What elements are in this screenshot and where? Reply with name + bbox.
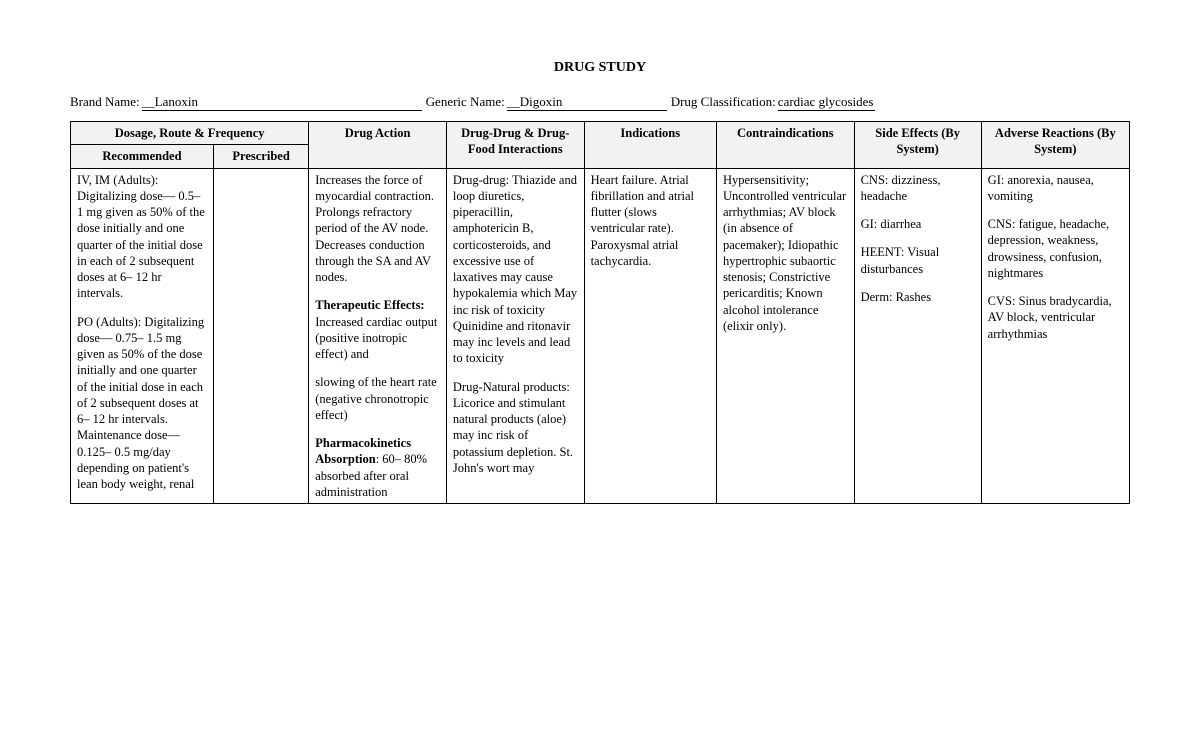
header-interactions: Drug-Drug & Drug-Food Interactions (446, 122, 584, 169)
brand-name-label: Brand Name: (70, 94, 140, 110)
cell-prescribed (213, 168, 308, 504)
header-row-1: Dosage, Route & Frequency Drug Action Dr… (71, 122, 1130, 145)
header-adverse: Adverse Reactions (By System) (981, 122, 1129, 169)
header-side: Side Effects (By System) (854, 122, 981, 169)
brand-name-value: __Lanoxin (142, 94, 422, 111)
inter-quinidine: Quinidine and ritonavir may inc levels a… (453, 318, 578, 367)
generic-name-value: __Digoxin (507, 94, 667, 111)
header-prescribed: Prescribed (213, 145, 308, 168)
inter-drug: Drug-drug: Thiazide and loop diuretics, … (453, 172, 578, 318)
adverse-gi: GI: anorexia, nausea, vomiting (988, 172, 1123, 205)
classification-group: Drug Classification: cardiac glycosides (671, 94, 876, 111)
header-action: Drug Action (309, 122, 447, 169)
drug-study-table: Dosage, Route & Frequency Drug Action Dr… (70, 121, 1130, 504)
action-main: Increases the force of myocardial contra… (315, 172, 440, 286)
info-line: Brand Name: __Lanoxin Generic Name: __Di… (70, 94, 1130, 111)
therapeutic-text: Increased cardiac output (positive inotr… (315, 315, 437, 362)
action-pk: Pharmacokinetics Absorption: 60– 80% abs… (315, 435, 440, 500)
page-title: DRUG STUDY (70, 60, 1130, 76)
header-recommended: Recommended (71, 145, 214, 168)
data-row: IV, IM (Adults): Digitalizing dose— 0.5–… (71, 168, 1130, 504)
cell-contra: Hypersensitivity; Uncontrolled ventricul… (716, 168, 854, 504)
cell-recommended: IV, IM (Adults): Digitalizing dose— 0.5–… (71, 168, 214, 504)
adverse-cvs: CVS: Sinus bradycardia, AV block, ventri… (988, 293, 1123, 342)
brand-name-group: Brand Name: __Lanoxin (70, 94, 422, 111)
header-indications: Indications (584, 122, 716, 169)
classification-value: cardiac glycosides (778, 94, 876, 111)
generic-name-group: Generic Name: __Digoxin (426, 94, 667, 111)
recommended-iv: IV, IM (Adults): Digitalizing dose— 0.5–… (77, 172, 207, 302)
classification-label: Drug Classification: (671, 94, 776, 110)
side-gi: GI: diarrhea (861, 216, 975, 232)
therapeutic-label: Therapeutic Effects: (315, 298, 424, 312)
action-slowing: slowing of the heart rate (negative chro… (315, 374, 440, 423)
cell-action: Increases the force of myocardial contra… (309, 168, 447, 504)
header-contra: Contraindications (716, 122, 854, 169)
inter-natural: Drug-Natural products: Licorice and stim… (453, 379, 578, 477)
adverse-cns: CNS: fatigue, headache, depression, weak… (988, 216, 1123, 281)
cell-indications: Heart failure. Atrial fibrillation and a… (584, 168, 716, 504)
cell-side: CNS: dizziness, headache GI: diarrhea HE… (854, 168, 981, 504)
side-heent: HEENT: Visual disturbances (861, 244, 975, 277)
header-dosage-group: Dosage, Route & Frequency (71, 122, 309, 145)
cell-interactions: Drug-drug: Thiazide and loop diuretics, … (446, 168, 584, 504)
recommended-po: PO (Adults): Digitalizing dose— 0.75– 1.… (77, 314, 207, 493)
generic-name-label: Generic Name: (426, 94, 505, 110)
cell-adverse: GI: anorexia, nausea, vomiting CNS: fati… (981, 168, 1129, 504)
action-therapeutic: Therapeutic Effects: Increased cardiac o… (315, 297, 440, 362)
side-cns: CNS: dizziness, headache (861, 172, 975, 205)
side-derm: Derm: Rashes (861, 289, 975, 305)
